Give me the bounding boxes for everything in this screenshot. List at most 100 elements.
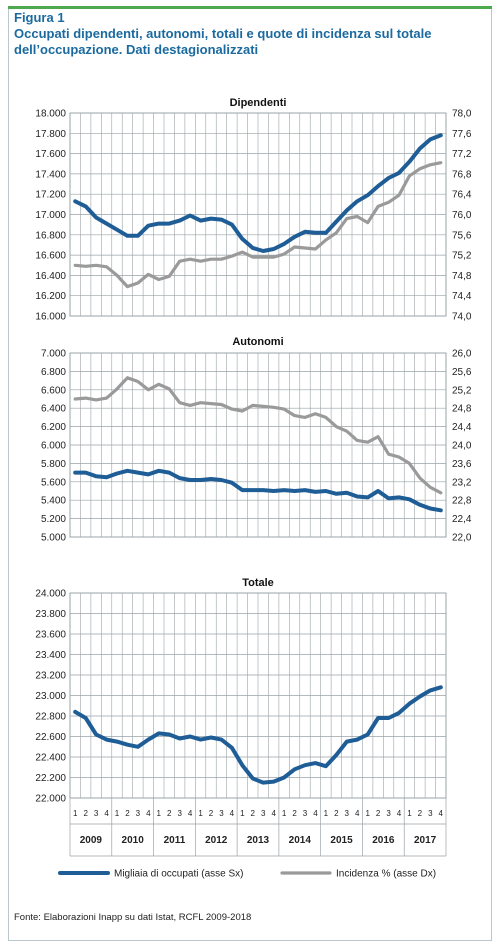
y2-tick-label: 75,6 <box>452 230 472 241</box>
y-tick-label: 17.200 <box>35 190 66 201</box>
y-tick-label: 22.400 <box>35 753 66 764</box>
x-year-label: 2015 <box>330 835 353 846</box>
y-tick-label: 16.800 <box>35 230 66 241</box>
y2-tick-label: 76,8 <box>452 169 472 180</box>
y2-tick-label: 22,4 <box>452 514 472 525</box>
y-tick-label: 17.400 <box>35 169 66 180</box>
x-quarter-label: 1 <box>115 809 120 818</box>
y-tick-label: 22.000 <box>35 794 66 805</box>
x-quarter-label: 1 <box>407 809 412 818</box>
series-line-occupati <box>73 685 443 785</box>
legend-label-occupati: Migliaia di occupati (asse Sx) <box>114 869 244 880</box>
y-tick-label: 5.800 <box>41 459 66 470</box>
y-tick-label: 17.000 <box>35 210 66 221</box>
y-tick-label: 6.800 <box>41 367 66 378</box>
figure-source: Fonte: Elaborazioni Inapp su dati Istat,… <box>14 912 252 923</box>
y2-tick-label: 24,4 <box>452 422 472 433</box>
x-quarter-label: 2 <box>418 809 423 818</box>
x-quarter-label: 4 <box>397 809 402 818</box>
x-year-label: 2010 <box>122 835 145 846</box>
x-quarter-label: 4 <box>230 809 235 818</box>
y2-tick-label: 22,8 <box>452 496 472 507</box>
figure-label: Figura 1 <box>14 10 65 25</box>
y-tick-label: 22.200 <box>35 773 66 784</box>
y-tick-label: 17.600 <box>35 149 66 160</box>
y-tick-label: 23.000 <box>35 691 66 702</box>
y2-tick-label: 24,8 <box>452 404 472 415</box>
x-quarter-label: 2 <box>167 809 172 818</box>
y2-tick-label: 23,2 <box>452 477 472 488</box>
y2-tick-label: 74,8 <box>452 271 472 282</box>
panel-title: Autonomi <box>232 336 283 348</box>
x-quarter-label: 3 <box>177 809 182 818</box>
x-quarter-label: 4 <box>104 809 109 818</box>
y-tick-label: 23.800 <box>35 609 66 620</box>
y2-tick-label: 23,6 <box>452 459 472 470</box>
x-quarter-label: 2 <box>83 809 88 818</box>
x-quarter-label: 3 <box>386 809 391 818</box>
y-tick-label: 5.600 <box>41 477 66 488</box>
y2-tick-label: 75,2 <box>452 251 472 262</box>
x-quarter-label: 4 <box>355 809 360 818</box>
y2-tick-label: 25,6 <box>452 367 472 378</box>
y-tick-label: 5.000 <box>41 533 66 544</box>
y-tick-label: 23.200 <box>35 671 66 682</box>
x-year-label: 2011 <box>164 835 186 846</box>
panel-title: Dipendenti <box>230 97 287 109</box>
series-line-occupati <box>73 468 443 513</box>
y2-tick-label: 25,2 <box>452 385 472 396</box>
figure-title: Occupati dipendenti, autonomi, totali e … <box>14 26 432 57</box>
y-tick-label: 24.000 <box>35 589 66 600</box>
y-tick-label: 6.000 <box>41 441 66 452</box>
x-quarter-label: 2 <box>334 809 339 818</box>
x-quarter-label: 2 <box>251 809 256 818</box>
y-tick-label: 17.800 <box>35 129 66 140</box>
y-tick-label: 6.400 <box>41 404 66 415</box>
y-tick-label: 6.200 <box>41 422 66 433</box>
panel-title: Totale <box>242 577 274 589</box>
y2-tick-label: 77,2 <box>452 149 472 160</box>
y-tick-label: 7.000 <box>41 349 66 360</box>
y2-tick-label: 78,0 <box>452 109 472 120</box>
y-tick-label: 18.000 <box>35 109 66 120</box>
x-quarter-label: 4 <box>439 809 444 818</box>
x-year-label: 2012 <box>205 835 228 846</box>
y-tick-label: 5.400 <box>41 496 66 507</box>
y2-tick-label: 76,0 <box>452 210 472 221</box>
x-quarter-label: 1 <box>198 809 203 818</box>
x-quarter-label: 3 <box>136 809 141 818</box>
x-quarter-label: 4 <box>146 809 151 818</box>
series-line-incidenza <box>73 376 443 495</box>
y-tick-label: 6.600 <box>41 385 66 396</box>
y2-tick-label: 24,0 <box>452 441 472 452</box>
x-quarter-label: 2 <box>209 809 214 818</box>
x-year-label: 2013 <box>247 835 270 846</box>
x-quarter-label: 4 <box>188 809 193 818</box>
x-quarter-label: 3 <box>219 809 224 818</box>
x-quarter-label: 3 <box>261 809 266 818</box>
y-tick-label: 16.400 <box>35 271 66 282</box>
legend-label-incidenza: Incidenza % (asse Dx) <box>336 869 436 880</box>
x-quarter-label: 4 <box>271 809 276 818</box>
y-tick-label: 23.400 <box>35 650 66 661</box>
y-tick-label: 23.600 <box>35 630 66 641</box>
x-quarter-label: 2 <box>376 809 381 818</box>
x-quarter-label: 3 <box>303 809 308 818</box>
x-quarter-label: 1 <box>282 809 287 818</box>
series-line-occupati <box>73 133 443 253</box>
y2-tick-label: 74,0 <box>452 312 472 323</box>
x-quarter-label: 3 <box>94 809 99 818</box>
y-tick-label: 22.600 <box>35 732 66 743</box>
y2-tick-label: 22,0 <box>452 533 472 544</box>
y-tick-label: 16.600 <box>35 251 66 262</box>
y-tick-label: 5.200 <box>41 514 66 525</box>
x-year-label: 2014 <box>289 835 312 846</box>
x-year-label: 2009 <box>80 835 103 846</box>
x-quarter-label: 1 <box>73 809 78 818</box>
x-quarter-label: 3 <box>428 809 433 818</box>
x-quarter-label: 4 <box>313 809 318 818</box>
x-quarter-label: 2 <box>292 809 297 818</box>
x-quarter-label: 1 <box>324 809 329 818</box>
x-quarter-label: 1 <box>365 809 370 818</box>
x-quarter-label: 2 <box>125 809 130 818</box>
